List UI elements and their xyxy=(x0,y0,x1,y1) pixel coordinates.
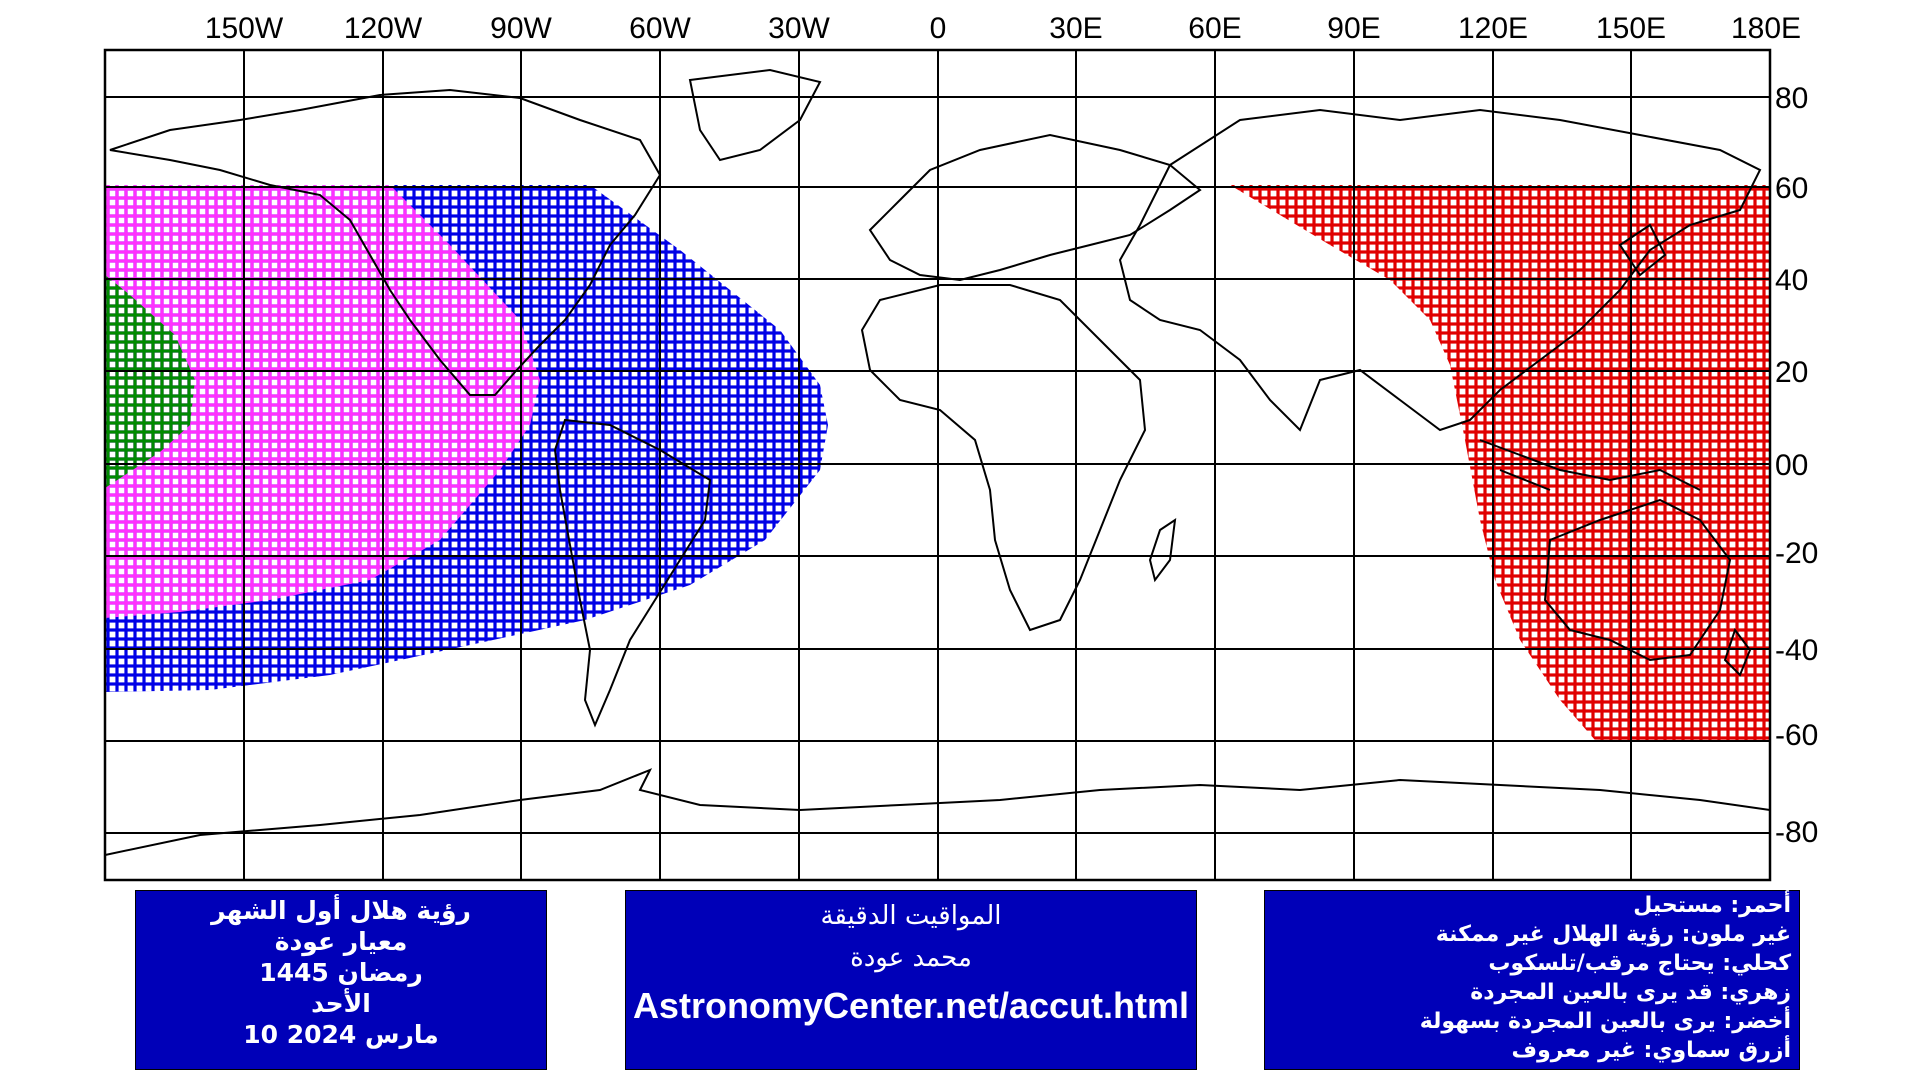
north-america-outline xyxy=(109,88,662,396)
lat-label-40: 40 xyxy=(1775,264,1808,297)
lon-label-120e: 120E xyxy=(1458,12,1528,45)
legend-red: أحمر: مستحيل xyxy=(1633,893,1791,918)
lon-label-150w: 150W xyxy=(205,12,284,45)
greenland-outline xyxy=(688,68,822,162)
south-america-outline xyxy=(553,418,712,728)
lat-label-neg60: -60 xyxy=(1775,719,1818,752)
source-panel: المواقيت الدقيقة محمد عودة AstronomyCent… xyxy=(625,890,1197,1070)
crescent-info-panel: رؤية هلال أول الشهر معيار عودة رمضان 144… xyxy=(135,890,547,1070)
map-frame xyxy=(103,48,1772,882)
lat-label-80: 80 xyxy=(1775,82,1808,115)
lat-label-neg80: -80 xyxy=(1775,816,1818,849)
japan-outline xyxy=(1618,223,1667,277)
lon-label-30w: 30W xyxy=(768,12,830,45)
legend-uncolored: غير ملون: رؤية الهلال غير ممكنة xyxy=(1435,922,1791,947)
panel-title: رؤية هلال أول الشهر xyxy=(211,896,471,925)
criterion-label: معيار عودة xyxy=(274,927,408,956)
zone-red-impossible xyxy=(1230,185,1770,740)
author-label: محمد عودة xyxy=(850,943,972,973)
hijri-month-label: رمضان 1445 xyxy=(259,958,423,987)
lat-label-neg40: -40 xyxy=(1775,634,1818,667)
lon-label-60e: 60E xyxy=(1188,12,1241,45)
coastlines xyxy=(105,68,1770,856)
indonesia-outline xyxy=(1479,439,1701,491)
lon-label-90e: 90E xyxy=(1327,12,1380,45)
weekday-label: الأحد xyxy=(311,989,371,1018)
lon-label-60w: 60W xyxy=(629,12,691,45)
lat-label-20: 20 xyxy=(1775,356,1808,389)
europe-outline xyxy=(868,133,1202,282)
zone-magenta-naked-eye-maybe xyxy=(105,185,540,618)
lon-label-180e: 180E xyxy=(1731,12,1801,45)
lon-label-150e: 150E xyxy=(1596,12,1666,45)
lon-label-30e: 30E xyxy=(1049,12,1102,45)
legend-panel: أحمر: مستحيل غير ملون: رؤية الهلال غير م… xyxy=(1264,890,1800,1070)
lat-label-00: 00 xyxy=(1775,449,1808,482)
accurate-times-label: المواقيت الدقيقة xyxy=(820,901,1002,931)
australia-outline xyxy=(1543,498,1732,662)
asia-outline xyxy=(1118,108,1762,432)
gregorian-date-label: 10 مارس 2024 xyxy=(243,1020,439,1049)
lon-label-0: 0 xyxy=(930,12,947,45)
africa-outline xyxy=(860,284,1147,632)
madagascar-outline xyxy=(1148,517,1177,583)
lon-label-90w: 90W xyxy=(490,12,552,45)
graticule xyxy=(105,50,1770,880)
lon-label-120w: 120W xyxy=(344,12,423,45)
lat-label-60: 60 xyxy=(1775,172,1808,205)
legend-pink: زهري: قد يرى بالعين المجردة xyxy=(1470,980,1791,1005)
legend-sky-blue: أزرق سماوي: غير معروف xyxy=(1511,1038,1791,1063)
source-url-link[interactable]: AstronomyCenter.net/accut.html xyxy=(632,985,1190,1026)
legend-green: أخضر: يرى بالعين المجردة بسهولة xyxy=(1419,1009,1791,1034)
lat-label-neg20: -20 xyxy=(1775,537,1818,570)
antarctica-outline xyxy=(105,768,1770,856)
legend-dark-blue: كحلي: يحتاج مرقب/تلسكوب xyxy=(1488,951,1791,976)
zone-green-naked-eye-easy xyxy=(105,275,195,488)
